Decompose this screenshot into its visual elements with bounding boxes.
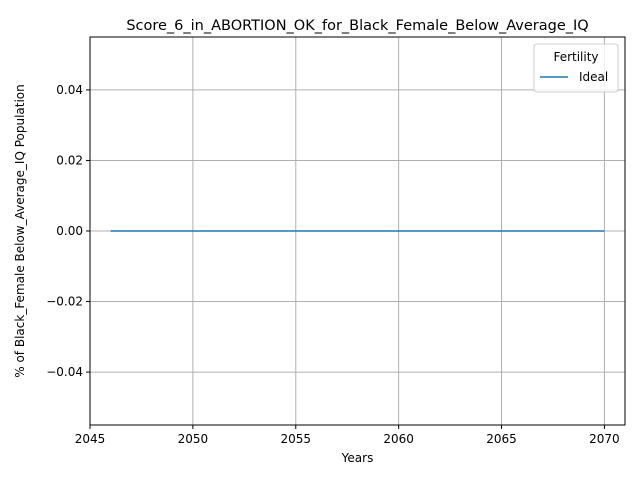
tick-layer: 2045 2050 2055 2060 2065 2070 −0.04 −0.02 0.00 0.… [46, 83, 619, 446]
x-tick-label: 2050 [178, 432, 209, 446]
x-tick-label: 2065 [486, 432, 517, 446]
y-tick-label: −0.04 [46, 365, 83, 379]
x-tick-label: 2070 [589, 432, 620, 446]
y-tick-label: −0.02 [46, 295, 83, 309]
x-tick-label: 2060 [383, 432, 414, 446]
y-tick-label: 0.02 [56, 153, 83, 167]
y-tick-label: 0.04 [56, 83, 83, 97]
y-axis-label: % of Black_Female Below_Average_IQ Popul… [13, 84, 27, 378]
x-tick-label: 2045 [75, 432, 106, 446]
legend-title: Fertility [553, 50, 598, 64]
chart-title: Score_6_in_ABORTION_OK_for_Black_Female_… [126, 18, 588, 34]
x-tick-label: 2055 [280, 432, 311, 446]
legend: Fertility Ideal [533, 43, 619, 93]
legend-label-ideal: Ideal [579, 70, 608, 84]
x-axis-label: Years [341, 451, 374, 465]
y-tick-label: 0.00 [56, 224, 83, 238]
legend-box [533, 43, 619, 93]
